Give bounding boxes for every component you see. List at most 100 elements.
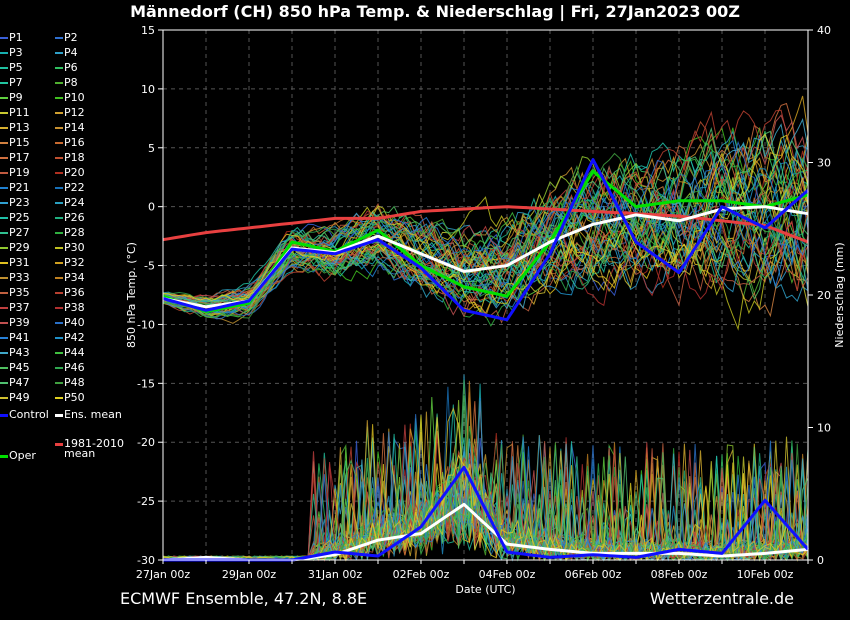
legend-item-p8: P8: [55, 77, 78, 89]
legend-label: P45: [9, 361, 30, 374]
legend-label: P43: [9, 346, 30, 359]
legend-label: P3: [9, 46, 23, 59]
legend-label: P37: [9, 301, 30, 314]
legend-swatch: [0, 397, 8, 399]
legend-swatch: [55, 157, 63, 159]
legend-label: P6: [64, 61, 78, 74]
legend-swatch: [0, 232, 8, 234]
legend-label: P31: [9, 256, 30, 269]
legend-swatch: [0, 172, 8, 174]
legend-label: P50: [64, 391, 85, 404]
legend-item-p13: P13: [0, 122, 30, 134]
legend-item-p3: P3: [0, 47, 23, 59]
legend-item-p49: P49: [0, 392, 30, 404]
legend-swatch: [0, 307, 8, 309]
y-tick-label: 0: [148, 201, 155, 214]
y2-axis-label: Niederschlag (mm): [833, 242, 846, 347]
legend-label: P4: [64, 46, 78, 59]
y-tick-label: -15: [137, 377, 155, 390]
legend-label: P35: [9, 286, 30, 299]
x-tick-label: 02Feb 00z: [393, 568, 450, 581]
legend-label: P44: [64, 346, 85, 359]
legend-label: P19: [9, 166, 30, 179]
chart-title: Männedorf (CH) 850 hPa Temp. & Niedersch…: [130, 2, 740, 21]
legend-swatch: [0, 37, 8, 39]
legend-item-p11: P11: [0, 107, 30, 119]
y2-tick-label: 30: [817, 157, 831, 170]
legend-label: P39: [9, 316, 30, 329]
axes: -30 -25 -20 -15 -10 -5 0 5 10 15 27Jan 00z 29Jan 00…: [125, 24, 846, 596]
legend-label: P22: [64, 181, 85, 194]
legend-label: P7: [9, 76, 23, 89]
legend-swatch: [55, 52, 63, 54]
legend-swatch: [55, 397, 63, 399]
legend-swatch: [55, 67, 63, 69]
member-temp-line: [162, 169, 809, 307]
legend-swatch: [0, 367, 8, 369]
legend-label: P47: [9, 376, 30, 389]
legend-swatch: [0, 454, 8, 458]
legend-swatch: [0, 187, 8, 189]
legend-item-p24: P24: [55, 197, 85, 209]
member-temp-line: [162, 188, 809, 312]
legend-label: P46: [64, 361, 85, 374]
legend-label: P34: [64, 271, 85, 284]
legend-item-p29: P29: [0, 242, 30, 254]
member-temp-line: [162, 152, 809, 319]
legend-label: P15: [9, 136, 30, 149]
legend-swatch: [55, 232, 63, 234]
legend-label: 1981-2010: [64, 437, 124, 450]
legend-swatch: [0, 217, 8, 219]
legend-item-p33: P33: [0, 272, 30, 284]
legend-item-p12: P12: [55, 107, 85, 119]
legend-swatch: [55, 413, 63, 417]
legend-item-p34: P34: [55, 272, 85, 284]
legend-item-p44: P44: [55, 347, 85, 359]
legend-item-p26: P26: [55, 212, 85, 224]
legend-swatch: [55, 292, 63, 294]
legend-item-control: Control: [0, 409, 49, 421]
legend-label: P2: [64, 31, 78, 44]
legend-item-p2: P2: [55, 32, 78, 44]
legend-label: P16: [64, 136, 85, 149]
y2-tick-label: 20: [817, 289, 831, 302]
legend-item-p39: P39: [0, 317, 30, 329]
legend-swatch: [55, 202, 63, 204]
legend-swatch: [55, 322, 63, 324]
legend-swatch: [55, 442, 63, 446]
member-temp-line: [162, 155, 809, 317]
legend-label: P36: [64, 286, 85, 299]
legend-item-p46: P46: [55, 362, 85, 374]
legend-swatch: [55, 142, 63, 144]
legend-item-p48: P48: [55, 377, 85, 389]
legend-item-p31: P31: [0, 257, 30, 269]
legend-item-p7: P7: [0, 77, 23, 89]
legend-swatch: [55, 112, 63, 114]
legend-swatch: [55, 187, 63, 189]
legend-item-p30: P30: [55, 242, 85, 254]
legend-item-p43: P43: [0, 347, 30, 359]
legend-label: P10: [64, 91, 85, 104]
legend-label: P25: [9, 211, 30, 224]
legend-swatch: [55, 97, 63, 99]
legend-label: P30: [64, 241, 85, 254]
legend-swatch: [0, 82, 8, 84]
legend-label: P18: [64, 151, 85, 164]
legend-swatch: [55, 337, 63, 339]
legend-item-p9: P9: [0, 92, 23, 104]
legend-item-p14: P14: [55, 122, 85, 134]
legend-label: P21: [9, 181, 30, 194]
member-temp-line: [162, 194, 809, 309]
y-tick-label: -25: [137, 495, 155, 508]
legend-swatch: [0, 142, 8, 144]
legend-item-oper: Oper: [0, 450, 36, 462]
legend-label-climate-mean-2: mean: [64, 447, 96, 460]
legend-label: P27: [9, 226, 30, 239]
legend-label: Control: [9, 408, 49, 421]
legend-swatch: [0, 382, 8, 384]
legend-swatch: [55, 382, 63, 384]
y-tick-label: 10: [141, 83, 155, 96]
legend-item-p10: P10: [55, 92, 85, 104]
legend-swatch: [55, 307, 63, 309]
